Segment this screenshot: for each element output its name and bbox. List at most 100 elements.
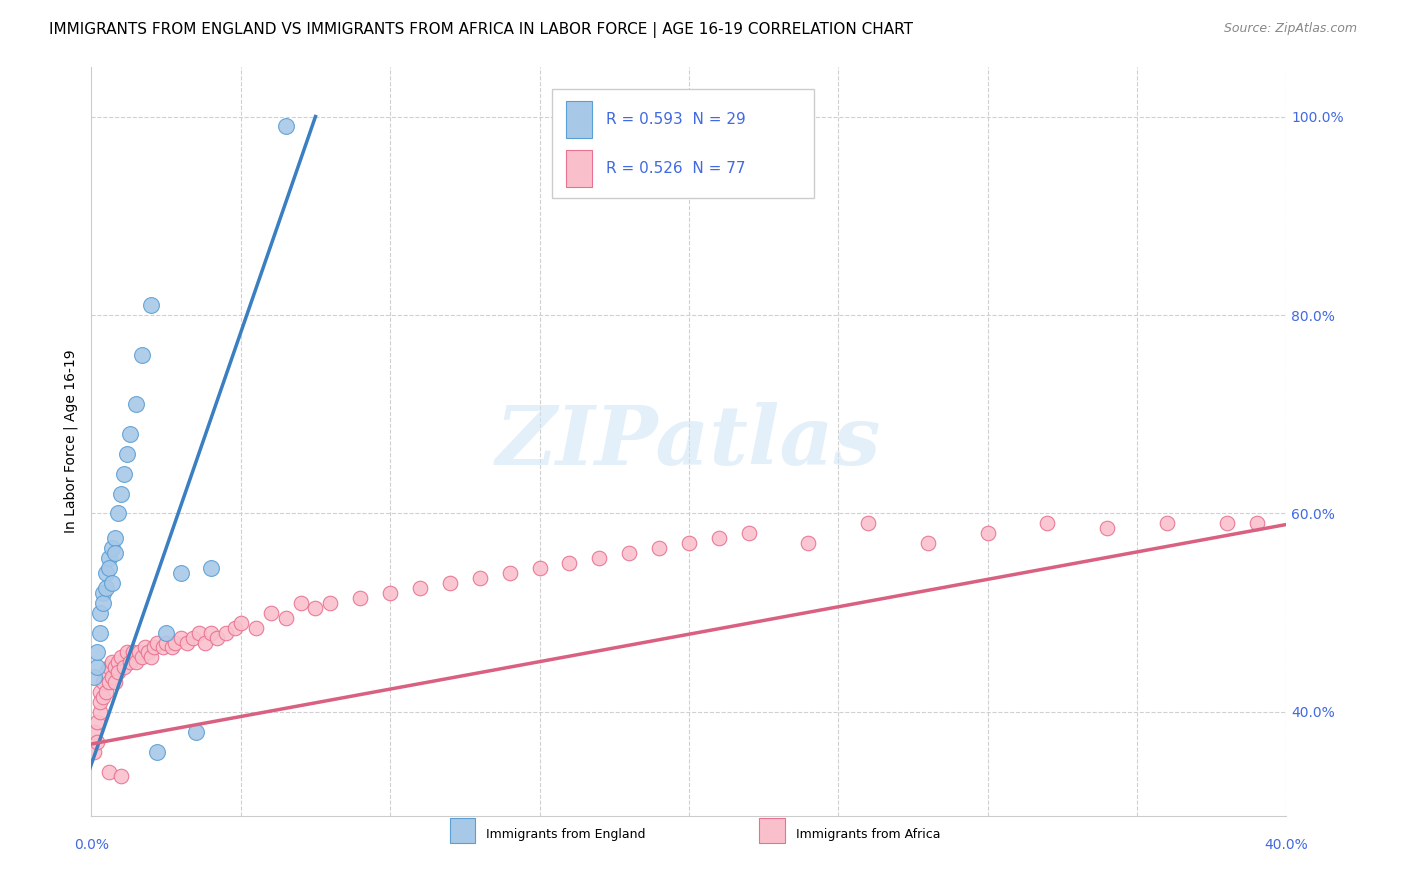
Point <box>409 581 432 595</box>
Point <box>110 486 132 500</box>
Point <box>1246 516 1268 531</box>
Point <box>98 764 121 779</box>
Point <box>181 631 204 645</box>
Point <box>86 714 108 729</box>
Point <box>146 635 169 649</box>
Point <box>89 606 111 620</box>
Point <box>304 600 326 615</box>
Point <box>184 724 207 739</box>
Point <box>93 596 115 610</box>
Point <box>141 298 163 312</box>
Point <box>143 640 166 655</box>
Point <box>380 586 402 600</box>
Text: R = 0.593  N = 29: R = 0.593 N = 29 <box>606 112 747 127</box>
Point <box>468 571 491 585</box>
Bar <box>565 101 592 138</box>
Point <box>98 561 121 575</box>
Point <box>112 660 135 674</box>
Point <box>107 656 129 670</box>
Point <box>290 596 312 610</box>
Point <box>134 640 156 655</box>
Point <box>152 640 174 655</box>
Point <box>98 551 121 566</box>
Point <box>96 581 118 595</box>
Point <box>319 596 342 610</box>
Point <box>131 348 153 362</box>
Point <box>558 556 581 570</box>
Point <box>83 724 105 739</box>
Point <box>120 656 142 670</box>
Point <box>259 606 281 620</box>
Point <box>349 591 371 605</box>
Point <box>499 566 522 580</box>
Point <box>93 675 115 690</box>
Point <box>93 690 115 704</box>
Point <box>104 531 127 545</box>
Point <box>96 566 118 580</box>
FancyBboxPatch shape <box>551 89 814 198</box>
Point <box>128 645 150 659</box>
Point <box>529 561 551 575</box>
Point <box>112 467 135 481</box>
Point <box>83 670 105 684</box>
Point <box>1097 521 1119 535</box>
Point <box>858 516 880 531</box>
Point <box>215 625 238 640</box>
Text: 0.0%: 0.0% <box>75 838 108 853</box>
Point <box>89 685 111 699</box>
Point <box>110 769 132 783</box>
Point <box>89 695 111 709</box>
Point <box>224 621 246 635</box>
Point <box>274 120 297 134</box>
Point <box>107 507 129 521</box>
Point <box>122 645 145 659</box>
Point <box>101 656 124 670</box>
Text: R = 0.526  N = 77: R = 0.526 N = 77 <box>606 161 747 176</box>
Point <box>98 660 121 674</box>
Point <box>89 705 111 719</box>
Point <box>115 645 138 659</box>
Point <box>229 615 252 630</box>
Point <box>648 541 671 556</box>
Bar <box>565 150 592 187</box>
Point <box>170 566 193 580</box>
Point <box>155 625 177 640</box>
Point <box>155 635 177 649</box>
Point <box>917 536 939 550</box>
Point <box>115 447 138 461</box>
Text: Immigrants from Africa: Immigrants from Africa <box>796 828 941 840</box>
Point <box>83 745 105 759</box>
Point <box>176 635 198 649</box>
Point <box>1156 516 1178 531</box>
Point <box>619 546 641 560</box>
Point <box>107 665 129 680</box>
Point <box>200 561 222 575</box>
Point <box>245 621 267 635</box>
Point <box>737 526 759 541</box>
Point <box>1216 516 1239 531</box>
Text: ZIPatlas: ZIPatlas <box>496 401 882 482</box>
Point <box>160 640 183 655</box>
Point <box>141 650 163 665</box>
Point <box>86 645 108 659</box>
Point <box>146 745 169 759</box>
Point <box>104 660 127 674</box>
Point <box>136 645 159 659</box>
Point <box>101 670 124 684</box>
Point <box>98 675 121 690</box>
Point <box>110 650 132 665</box>
Point <box>439 576 461 591</box>
Text: Immigrants from England: Immigrants from England <box>486 828 645 840</box>
Point <box>104 546 127 560</box>
Point <box>1036 516 1059 531</box>
Point <box>131 650 153 665</box>
Point <box>194 635 217 649</box>
Point <box>205 631 228 645</box>
Point <box>101 541 124 556</box>
Point <box>104 675 127 690</box>
Point <box>274 610 297 624</box>
Point <box>797 536 820 550</box>
Point <box>89 625 111 640</box>
Point <box>707 531 730 545</box>
Point <box>96 685 118 699</box>
